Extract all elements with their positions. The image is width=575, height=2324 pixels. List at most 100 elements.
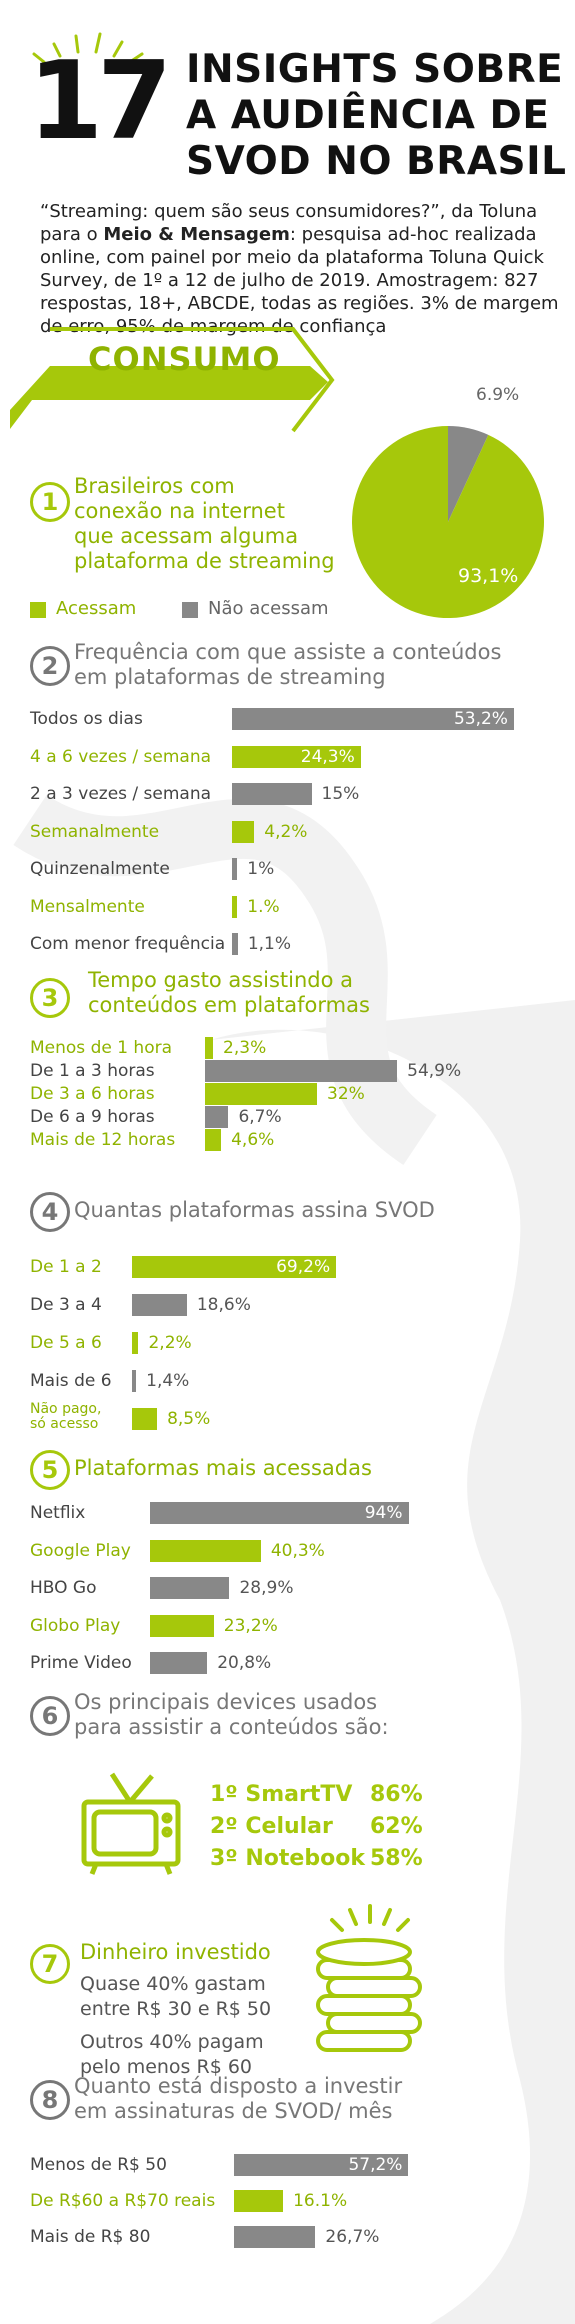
bar-category-label: De 1 a 2 — [30, 1257, 102, 1277]
bar-value-label: 16.1% — [293, 2191, 348, 2211]
bar-category-label: Semanalmente — [30, 821, 160, 842]
bar-value-label: 4,6% — [231, 1130, 275, 1150]
intro-text: “Streaming: quem são seus consumidores?”… — [40, 201, 559, 337]
coins-icon — [316, 1904, 422, 2052]
bar-category-label: De 3 a 6 horas — [30, 1084, 155, 1104]
bar-category-label: De 3 a 4 — [30, 1295, 102, 1315]
device-1-label: 1º SmartTV — [210, 1782, 353, 1807]
bar-category-label: 4 a 6 vezes / semana — [30, 746, 212, 767]
question-5-text: Plataformas mais acessadas — [74, 1456, 372, 1480]
bar — [205, 1129, 222, 1151]
title-line-1: INSIGHTS SOBRE — [186, 47, 564, 92]
bar-value-label: 54,9% — [407, 1061, 462, 1081]
bar-category-label: Menos de 1 hora — [30, 1038, 173, 1058]
bar-category-label: Quinzenalmente — [30, 859, 170, 879]
money-note: Quase 40% gastam entre R$ 30 e R$ 50 Outr… — [80, 1973, 272, 2078]
bar — [234, 2190, 284, 2212]
bar-category-label: Mais de R$ 80 — [30, 2227, 151, 2247]
device-3-value: 58% — [370, 1846, 423, 1871]
bar — [232, 745, 361, 768]
question-8-number: 8 — [30, 2080, 70, 2120]
bar — [205, 1037, 214, 1059]
section-banner-arrow — [10, 327, 335, 433]
bar-category-label: Mais de 12 horas — [30, 1130, 176, 1150]
bar-category-label: De R$60 a R$70 reais — [30, 2191, 216, 2211]
pie-label-acessam: 93,1% — [458, 565, 518, 587]
bar-value-label: 69,2% — [276, 1257, 331, 1277]
bar-value-label: 40,3% — [270, 1540, 325, 1561]
bar-value-label: 1,1% — [247, 934, 292, 954]
bar-value-label: 1% — [247, 859, 275, 879]
pie-chart: 93,1% 6.9% — [352, 385, 544, 618]
bar-value-label: 32% — [327, 1084, 365, 1104]
bar — [132, 1370, 137, 1392]
bar — [205, 1083, 317, 1105]
question-3-text: Tempo gasto assistindo a conteúdos em pla… — [88, 968, 370, 1017]
bar-category-label: Mais de 6 — [30, 1371, 112, 1391]
bar-category-label: 2 a 3 vezes / semana — [30, 784, 212, 804]
question-1-number: 1 — [30, 482, 70, 522]
bar-category-label: Netflix — [30, 1503, 86, 1523]
legend-label-nao-acessam: Não acessam — [208, 598, 329, 619]
bar — [132, 1256, 337, 1278]
section-banner-title: CONSUMO — [88, 340, 281, 378]
bar-value-label: 2,3% — [223, 1038, 267, 1058]
bar-category-label: De 6 a 9 horas — [30, 1107, 155, 1127]
bar-category-label: Mensalmente — [30, 896, 145, 917]
bar-category-label: Todos os dias — [30, 709, 143, 729]
bar — [232, 895, 238, 918]
bar-category-label: De 5 a 6 — [30, 1333, 102, 1353]
title-line-3: SVOD NO BRASIL — [186, 139, 567, 184]
bar — [150, 1502, 409, 1524]
bar-value-label: 8,5% — [167, 1409, 211, 1429]
bar — [150, 1652, 208, 1674]
pie-slice-acessam — [352, 426, 544, 618]
bar — [132, 1332, 139, 1354]
title-line-2: A AUDIÊNCIA DE — [186, 93, 550, 138]
bar-value-label: 57,2% — [348, 2155, 403, 2175]
bar — [232, 820, 255, 843]
bar-category-label: De 1 a 3 horas — [30, 1061, 155, 1081]
question-4-number: 4 — [30, 1192, 70, 1232]
device-2-label: 2º Celular — [210, 1814, 333, 1839]
device-1-value: 86% — [370, 1782, 423, 1807]
bar — [232, 933, 238, 955]
bar-category-label: Prime Video — [30, 1653, 132, 1673]
bar-value-label: 1,4% — [146, 1371, 190, 1391]
bar-category-label: HBO Go — [30, 1578, 97, 1598]
bar — [234, 2226, 316, 2248]
bar-value-label: 23,2% — [223, 1615, 278, 1636]
question-4-text: Quantas plataformas assina SVOD — [74, 1198, 435, 1222]
bar-category-label: Globo Play — [30, 1615, 121, 1636]
bar-category-label: Não pago, só acesso — [30, 1401, 102, 1432]
big-number: 17 — [28, 39, 172, 164]
bar-value-label: 28,9% — [239, 1578, 294, 1598]
device-2-value: 62% — [370, 1814, 423, 1839]
pie-label-nao-acessam: 6.9% — [476, 385, 519, 405]
question-7-text: Dinheiro investido — [80, 1940, 271, 1964]
bar — [132, 1294, 187, 1316]
bar — [205, 1060, 398, 1082]
bar — [205, 1106, 229, 1128]
legend-label-acessam: Acessam — [56, 598, 137, 619]
question-3-number: 3 — [30, 978, 70, 1018]
bar — [150, 1577, 230, 1599]
question-7-number: 7 — [30, 1944, 70, 1984]
bar-value-label: 26,7% — [325, 2227, 380, 2247]
pie-slice-nao-acessam — [448, 426, 489, 522]
burst-icon — [32, 32, 144, 64]
bar — [232, 858, 238, 880]
question-2-number: 2 — [30, 646, 70, 686]
question-8-text: Quanto está disposto a investir em assina… — [74, 2074, 403, 2123]
device-3-label: 3º Notebook — [210, 1846, 365, 1871]
bar — [232, 708, 514, 730]
bar — [150, 1539, 261, 1562]
bar-value-label: 94% — [364, 1503, 403, 1523]
bar-category-label: Com menor frequência — [30, 934, 226, 954]
bar-value-label: 53,2% — [453, 709, 508, 729]
question-5-number: 5 — [30, 1450, 70, 1490]
bar-category-label: Menos de R$ 50 — [30, 2155, 167, 2175]
legend-swatch-acessam — [30, 602, 46, 618]
